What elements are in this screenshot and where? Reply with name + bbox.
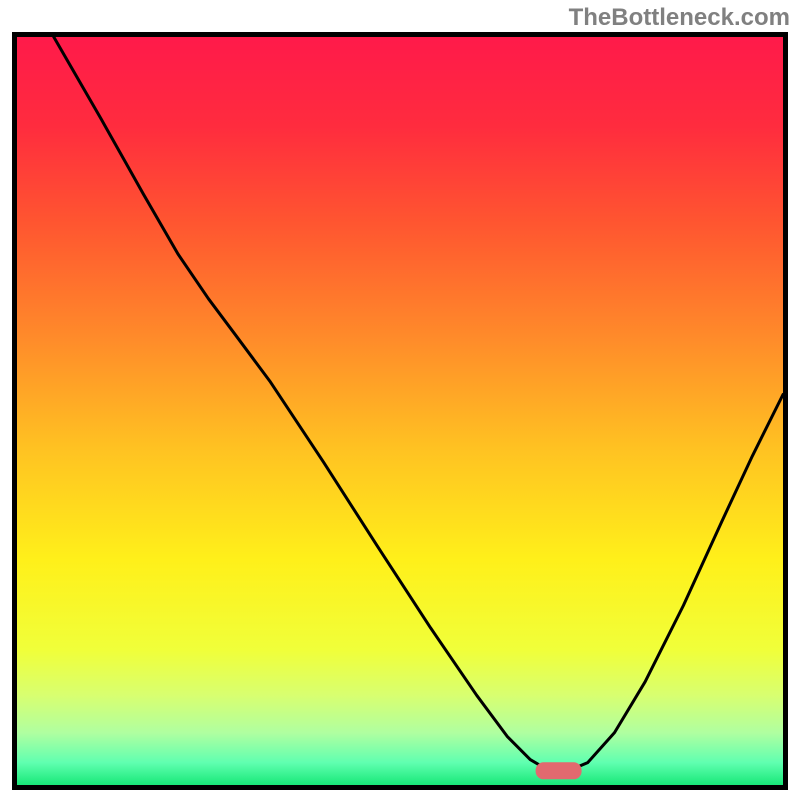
plateau-marker <box>17 37 783 785</box>
plot-area <box>17 37 783 785</box>
watermark-text: TheBottleneck.com <box>569 4 790 32</box>
chart-container: TheBottleneck.com <box>0 0 800 800</box>
